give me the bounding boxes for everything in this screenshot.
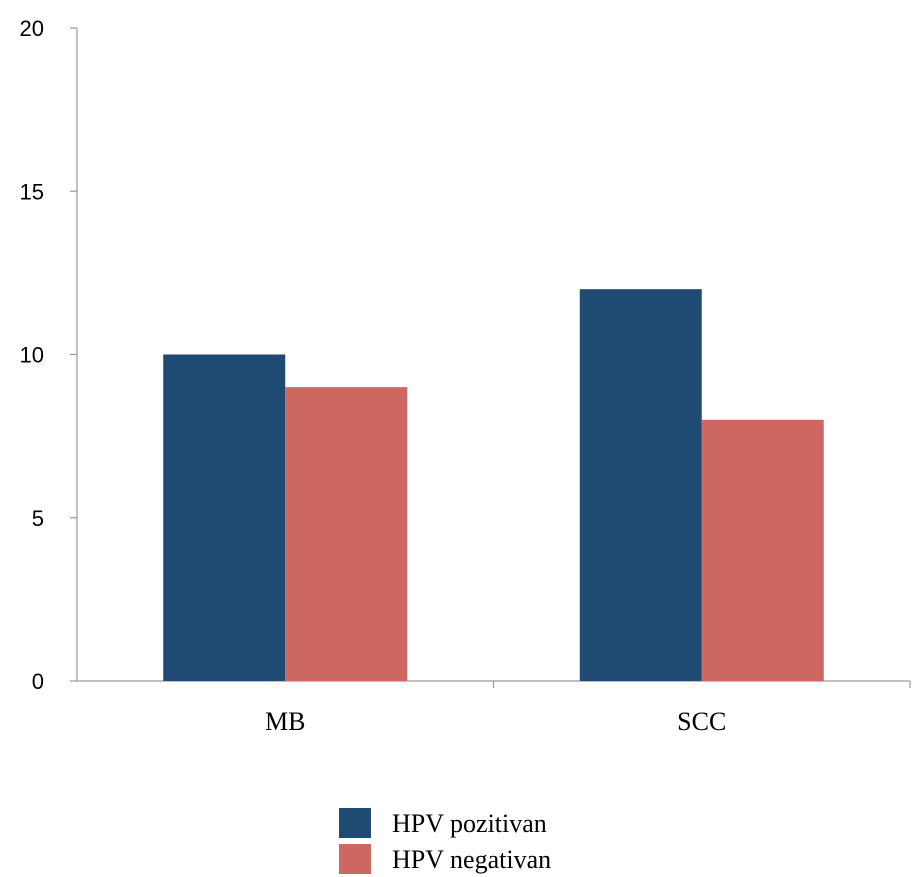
bars-group xyxy=(163,289,824,681)
y-tick-label: 10 xyxy=(20,343,44,368)
y-tick-label: 20 xyxy=(20,16,44,41)
legend-swatch xyxy=(339,844,371,874)
bar-scc-series-2 xyxy=(701,419,824,681)
x-category-label: SCC xyxy=(677,707,726,736)
bar-scc-series-1 xyxy=(579,289,702,681)
y-tick-label: 15 xyxy=(20,179,44,204)
legend-label: HPV pozitivan xyxy=(392,809,547,838)
legend-label: HPV negativan xyxy=(392,845,551,874)
y-tick-label: 5 xyxy=(32,506,44,531)
bar-mb-series-2 xyxy=(285,387,408,681)
legend-swatch xyxy=(339,808,371,838)
y-tick-label: 0 xyxy=(32,669,44,694)
bar-mb-series-1 xyxy=(163,354,286,681)
y-axis: 0 5 10 15 20 xyxy=(20,16,78,694)
x-category-label: MB xyxy=(265,707,305,736)
x-axis: MB SCC xyxy=(77,680,911,736)
legend: HPV pozitivan HPV negativan xyxy=(339,808,551,874)
